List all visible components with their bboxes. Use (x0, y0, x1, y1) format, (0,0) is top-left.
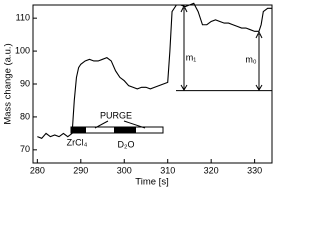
pulse-d2o (114, 127, 136, 133)
pulse-zrcl4 (71, 127, 86, 133)
annotation: m₀ (245, 54, 256, 64)
y-tick-label: 90 (20, 78, 30, 88)
y-tick-label: 100 (15, 45, 30, 55)
x-tick-label: 320 (204, 165, 219, 175)
x-axis-label: Time [s] (135, 177, 168, 188)
y-axis-label: Mass change (a.u.) (3, 43, 14, 124)
y-tick-label: 70 (20, 144, 30, 154)
x-tick-label: 290 (73, 165, 88, 175)
data-line (37, 2, 272, 139)
y-tick-label: 110 (16, 13, 30, 23)
annotation: ZrCl₄ (67, 137, 88, 147)
annotation: PURGE (100, 110, 132, 120)
y-tick-label: 80 (20, 111, 30, 121)
x-tick-label: 300 (117, 165, 132, 175)
chart: PURGE ZrCl₄ D₂O m₁ m₀ Time [s] Mass chan… (3, 2, 273, 188)
x-tick-label: 310 (160, 165, 175, 175)
annotation: D₂O (118, 139, 135, 149)
purge-pointer (94, 120, 146, 129)
annotation: m₁ (186, 52, 197, 62)
x-tick-label: 330 (247, 165, 262, 175)
x-tick-label: 280 (30, 165, 45, 175)
arrow-heads (255, 30, 263, 91)
